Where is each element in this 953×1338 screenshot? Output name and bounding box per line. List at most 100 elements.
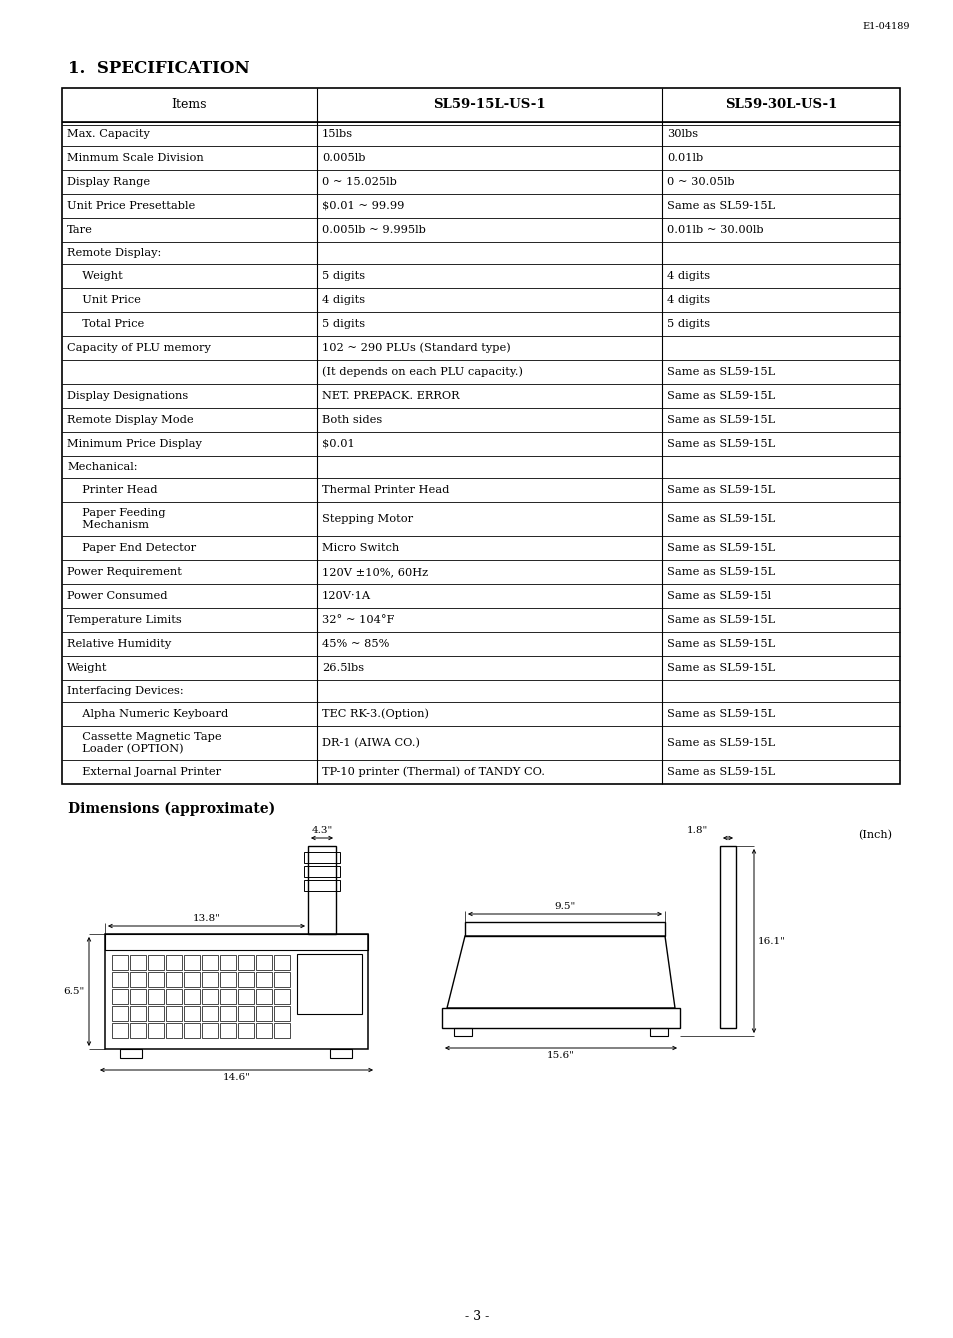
Text: NET. PREPACK. ERROR: NET. PREPACK. ERROR (322, 391, 459, 401)
Text: Same as SL59-15L: Same as SL59-15L (666, 664, 774, 673)
Text: 5 digits: 5 digits (322, 318, 365, 329)
Bar (202, 971, 218, 987)
Text: 4 digits: 4 digits (322, 294, 365, 305)
Text: Display Range: Display Range (67, 177, 150, 187)
Text: 0.005lb ~ 9.995lb: 0.005lb ~ 9.995lb (322, 225, 425, 235)
Bar (184, 989, 200, 1004)
Bar (112, 955, 128, 970)
Text: Mechanical:: Mechanical: (67, 462, 137, 472)
Bar (184, 971, 200, 987)
Text: Same as SL59-15L: Same as SL59-15L (666, 367, 774, 377)
Text: 4 digits: 4 digits (666, 272, 709, 281)
Bar (274, 989, 290, 1004)
Text: Weight: Weight (75, 272, 123, 281)
Text: Same as SL59-15L: Same as SL59-15L (666, 543, 774, 553)
Bar (166, 989, 182, 1004)
Text: Power Consumed: Power Consumed (67, 591, 168, 601)
Bar (130, 971, 146, 987)
Text: 102 ~ 290 PLUs (Standard type): 102 ~ 290 PLUs (Standard type) (322, 343, 510, 353)
Text: (It depends on each PLU capacity.): (It depends on each PLU capacity.) (322, 367, 522, 377)
Text: Interfacing Devices:: Interfacing Devices: (67, 686, 183, 696)
Text: Capacity of PLU memory: Capacity of PLU memory (67, 343, 211, 353)
Text: 0 ~ 15.025lb: 0 ~ 15.025lb (322, 177, 396, 187)
Text: 4.3": 4.3" (311, 826, 333, 835)
Bar (220, 971, 235, 987)
Text: Remote Display:: Remote Display: (67, 248, 161, 258)
Bar (166, 1006, 182, 1021)
Bar (166, 1024, 182, 1038)
Bar (112, 971, 128, 987)
Text: (Inch): (Inch) (857, 830, 891, 840)
Text: - 3 -: - 3 - (464, 1310, 489, 1323)
Text: Same as SL59-15L: Same as SL59-15L (666, 739, 774, 748)
Text: 45% ~ 85%: 45% ~ 85% (322, 640, 389, 649)
Bar (237, 955, 253, 970)
Text: Weight: Weight (67, 664, 108, 673)
Text: Same as SL59-15L: Same as SL59-15L (666, 709, 774, 719)
Text: Micro Switch: Micro Switch (322, 543, 399, 553)
Bar (255, 989, 272, 1004)
Bar (112, 989, 128, 1004)
Text: Printer Head: Printer Head (75, 484, 157, 495)
Bar (274, 1024, 290, 1038)
Bar (202, 955, 218, 970)
Bar (304, 852, 339, 863)
Bar (148, 1006, 164, 1021)
Text: SL59-30L-US-1: SL59-30L-US-1 (724, 99, 837, 111)
Text: 9.5": 9.5" (554, 902, 575, 911)
Text: Same as SL59-15l: Same as SL59-15l (666, 591, 770, 601)
Text: 5 digits: 5 digits (666, 318, 709, 329)
Text: Paper Feeding
  Mechanism: Paper Feeding Mechanism (75, 508, 165, 530)
Text: Paper End Detector: Paper End Detector (75, 543, 196, 553)
Text: Alpha Numeric Keyboard: Alpha Numeric Keyboard (75, 709, 228, 719)
Bar (274, 955, 290, 970)
Text: Tare: Tare (67, 225, 92, 235)
Text: $0.01: $0.01 (322, 439, 355, 450)
Bar (166, 971, 182, 987)
Bar (720, 846, 735, 1028)
Text: TEC RK-3.(Option): TEC RK-3.(Option) (322, 709, 429, 720)
Text: 120V·1A: 120V·1A (322, 591, 371, 601)
Text: Temperature Limits: Temperature Limits (67, 615, 182, 625)
Text: DR-1 (AIWA CO.): DR-1 (AIWA CO.) (322, 737, 419, 748)
Text: 32° ~ 104°F: 32° ~ 104°F (322, 615, 395, 625)
Text: Same as SL59-15L: Same as SL59-15L (666, 391, 774, 401)
Bar (202, 989, 218, 1004)
Text: Both sides: Both sides (322, 415, 382, 425)
Text: Same as SL59-15L: Same as SL59-15L (666, 640, 774, 649)
Bar (120, 1049, 142, 1058)
Bar (296, 954, 361, 1013)
Text: 0.01lb: 0.01lb (666, 153, 702, 163)
Text: Same as SL59-15L: Same as SL59-15L (666, 767, 774, 777)
Text: 4 digits: 4 digits (666, 294, 709, 305)
Text: Minimum Price Display: Minimum Price Display (67, 439, 202, 450)
Bar (237, 971, 253, 987)
Text: 0.01lb ~ 30.00lb: 0.01lb ~ 30.00lb (666, 225, 762, 235)
Bar (308, 846, 335, 934)
Text: 1.8": 1.8" (686, 826, 707, 835)
Text: Unit Price: Unit Price (75, 294, 141, 305)
Bar (112, 1024, 128, 1038)
Bar (130, 1024, 146, 1038)
Text: 13.8": 13.8" (193, 914, 220, 923)
Text: Stepping Motor: Stepping Motor (322, 514, 413, 524)
Bar (255, 955, 272, 970)
Text: Same as SL59-15L: Same as SL59-15L (666, 514, 774, 524)
Bar (166, 955, 182, 970)
Bar (105, 934, 368, 950)
Bar (237, 1024, 253, 1038)
Bar (255, 1024, 272, 1038)
Bar (464, 922, 664, 937)
Text: 0 ~ 30.05lb: 0 ~ 30.05lb (666, 177, 734, 187)
Text: Same as SL59-15L: Same as SL59-15L (666, 567, 774, 577)
Text: External Joarnal Printer: External Joarnal Printer (75, 767, 221, 777)
Text: Total Price: Total Price (75, 318, 144, 329)
Bar (148, 955, 164, 970)
Bar (112, 1006, 128, 1021)
Text: 1.  SPECIFICATION: 1. SPECIFICATION (68, 60, 250, 78)
Bar (220, 955, 235, 970)
Text: Relative Humidity: Relative Humidity (67, 640, 172, 649)
Text: E1-04189: E1-04189 (862, 21, 909, 31)
Text: 30lbs: 30lbs (666, 128, 698, 139)
Text: 15lbs: 15lbs (322, 128, 353, 139)
